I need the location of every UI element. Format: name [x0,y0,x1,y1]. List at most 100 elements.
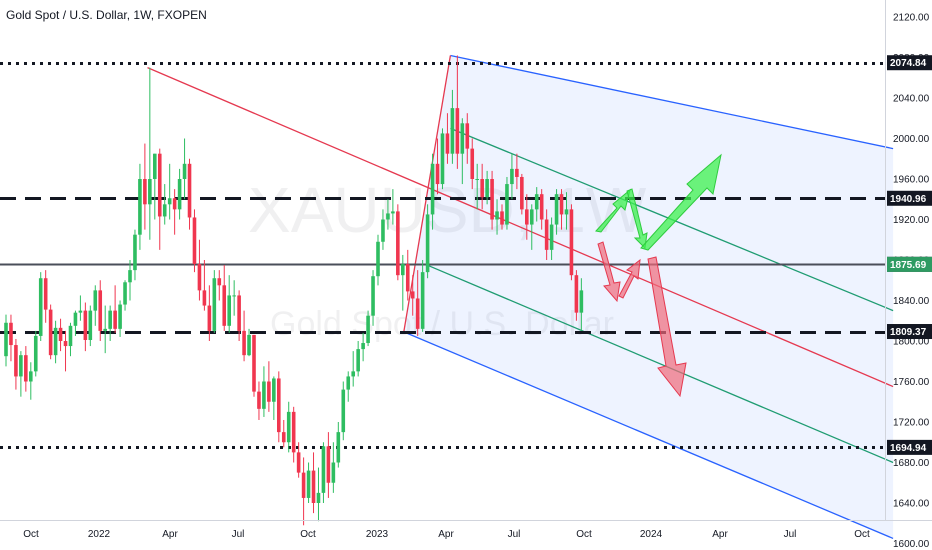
candle-body [222,285,227,326]
price-level-badge: 2074.84 [887,55,932,71]
candle-body [177,179,182,210]
candle-body [445,133,450,154]
candle-body [505,184,509,225]
candle-body [455,108,460,154]
candle-body [490,179,494,220]
price-level-badge: 1875.69 [887,256,932,272]
candle-body [113,310,117,329]
candle-body [242,330,246,356]
candle-body [291,411,296,453]
pitchfork-lower-inner-line [426,264,894,464]
candle-body [48,309,53,356]
candle-body [415,298,420,329]
candle-body [420,272,425,329]
badge-box [887,55,932,71]
candle-body [143,179,147,205]
green-arrow-up-2 [640,153,722,251]
chart-title: Gold Spot / U.S. Dollar, 1W, FXOPEN [6,8,207,22]
red-arrow-down-1 [597,241,621,303]
candle-body [58,327,63,341]
candle-body [29,371,33,382]
candle-body [277,378,281,433]
candle-body [33,335,38,372]
candle-body [257,391,261,409]
candle-body [247,334,251,356]
candle-body [559,194,564,215]
y-tick-label: 1720.00 [893,418,930,429]
candle-body [371,276,375,316]
candle-body [138,179,142,235]
x-tick-label: Jul [508,529,521,540]
red-arrow-up [618,258,641,299]
candle-body [192,217,197,265]
candle-body [63,341,68,347]
candle-body [529,209,534,225]
x-axis-ticks: Oct 2022 Apr Jul Oct 2023 Apr Jul Oct 2024 Apr Jul O… [23,529,870,540]
candle-body [73,312,78,326]
x-tick-label: Oct [576,529,592,540]
y-axis-ticks: 1600.00 1640.00 1680.00 1720.00 1760.00 1800.… [893,13,930,550]
candle-body [88,310,93,340]
candle-body [366,315,370,344]
candle-body [539,194,544,220]
y-tick-label: 2120.00 [893,13,930,24]
candle-body [450,108,455,154]
candle-body [554,194,559,225]
candle-body [460,123,465,154]
candle-body [544,219,549,250]
candle-body [475,179,479,180]
price-level-badge: 1809.37 [887,324,932,340]
candle-body [148,179,152,205]
candle-body [381,219,385,242]
x-tick-label: 2022 [88,529,111,540]
projection-arrows [595,153,722,398]
candle-body [485,179,489,198]
candle-body [53,327,58,356]
y-tick-label: 2000.00 [893,134,930,145]
candle-body [301,472,306,498]
candle-body [262,381,266,409]
candle-body [410,291,415,299]
candle-body [162,204,167,217]
candle-body [286,411,291,443]
candle-body [296,452,301,473]
badge-box [887,256,932,272]
pitchfork-upper-outer-line [450,54,894,150]
candle-body [510,168,514,185]
pitchfork-handle [403,55,452,332]
candle-body [272,378,276,402]
candle-body [172,198,177,210]
candle-body [341,389,346,433]
x-tick-label: Jul [784,529,797,540]
candle-body [207,305,212,331]
candle-body [19,355,23,377]
candle-body [78,310,83,313]
candle-body [38,278,43,336]
pitchfork-fills [403,55,894,539]
candle-body [43,278,48,310]
candle-body [440,133,445,185]
candle-body [515,168,519,177]
y-tick-label: 1640.00 [893,499,930,510]
candle-body [217,278,222,286]
candle-body [331,462,336,483]
candle-body [465,123,470,149]
candle-body [435,163,440,185]
candle-body [237,295,241,331]
x-tick-label: Apr [438,529,454,540]
candle-body [495,211,499,220]
candle-body [167,198,172,205]
candle-body [500,211,504,225]
green-arrow-up-1 [595,188,631,233]
candle-body [336,432,341,463]
y-tick-label: 1800.00 [893,337,930,348]
candle-body [182,163,187,179]
candle-body [579,290,584,313]
pitchfork-channel-fill [403,55,894,539]
price-level-badges: 2074.841940.961875.741875.691809.371694.… [887,55,932,455]
price-level-badge: 1694.94 [887,439,932,455]
x-tick-label: Apr [712,529,728,540]
x-tick-label: 2024 [640,529,663,540]
chart-background [0,0,885,520]
